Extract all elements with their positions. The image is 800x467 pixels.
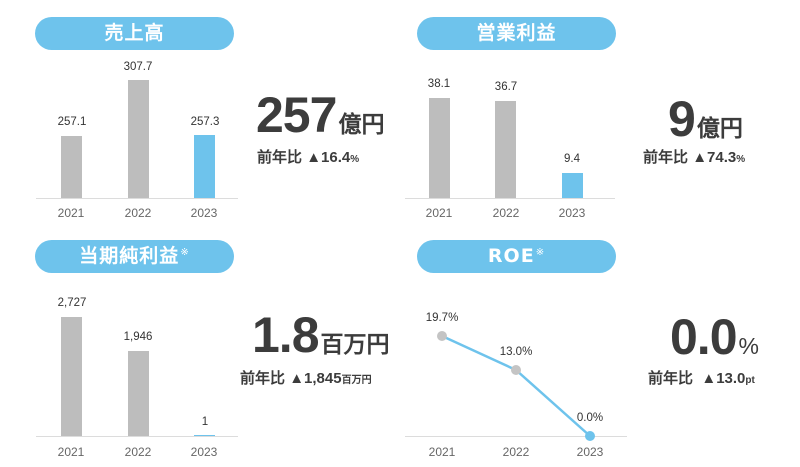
roe-title-pill: ROE※	[417, 240, 616, 273]
bar-value-label: 257.1	[57, 116, 87, 128]
bar-2022	[128, 80, 149, 198]
operating-profit-title-pill: 営業利益	[417, 17, 616, 50]
bar-value-label: 36.7	[494, 81, 518, 93]
kpi-unit: 百万円	[320, 331, 390, 357]
point-2022	[511, 365, 521, 375]
yoy-unit: %	[350, 154, 360, 165]
roe-title: ROE	[487, 245, 535, 267]
year-label: 2022	[124, 445, 152, 459]
yoy-unit: pt	[745, 375, 755, 386]
kpi-value: 1.8	[252, 307, 320, 363]
bar-2022	[495, 101, 516, 198]
bar-value-label: 1	[201, 416, 209, 428]
sales-title: 売上高	[104, 22, 165, 44]
yoy-label: 前年比	[240, 370, 286, 387]
bar-2022	[128, 351, 149, 436]
yoy-value: ▲16.4	[306, 149, 351, 166]
year-label: 2022	[502, 445, 530, 459]
operating-profit-yoy: 前年比 ▲74.3%	[643, 146, 745, 167]
bar-2021	[61, 136, 82, 198]
year-label: 2021	[57, 445, 85, 459]
x-axis-line	[36, 198, 238, 199]
year-label: 2022	[124, 206, 152, 220]
kpi-value: 0.0	[670, 309, 738, 365]
yoy-unit: 百万円	[341, 375, 372, 386]
bar-value-label: 307.7	[123, 61, 153, 73]
yoy-label: 前年比	[643, 149, 689, 166]
year-label: 2021	[425, 206, 453, 220]
x-axis-line	[405, 198, 615, 199]
bar-2021	[429, 98, 450, 198]
operating-profit-title: 営業利益	[476, 22, 557, 44]
year-label: 2022	[492, 206, 520, 220]
bar-2021	[61, 317, 82, 436]
bar-2023	[194, 135, 215, 198]
yoy-label: 前年比	[648, 370, 694, 387]
point-value-label: 19.7%	[425, 312, 459, 324]
year-label: 2023	[558, 206, 586, 220]
year-label: 2023	[190, 206, 218, 220]
year-label: 2021	[57, 206, 85, 220]
sales-title-pill: 売上高	[35, 17, 234, 50]
sales-kpi: 257億円	[256, 86, 384, 144]
yoy-unit: %	[736, 154, 746, 165]
bar-value-label: 2,727	[57, 297, 87, 309]
net-income-title-pill: 当期純利益※	[35, 240, 234, 273]
bar-value-label: 38.1	[427, 78, 451, 90]
net-income-kpi: 1.8百万円	[252, 306, 390, 364]
net-income-yoy: 前年比 ▲1,845百万円	[240, 367, 372, 388]
kpi-unit: 億円	[696, 115, 743, 141]
yoy-value: ▲74.3	[692, 149, 737, 166]
point-2021	[437, 331, 447, 341]
bar-2023	[194, 435, 215, 436]
x-axis-line	[36, 436, 238, 437]
point-2023	[585, 431, 595, 441]
yoy-label: 前年比	[257, 149, 303, 166]
sales-yoy: 前年比 ▲16.4%	[257, 146, 359, 167]
point-value-label: 13.0%	[499, 346, 533, 358]
yoy-value: ▲1,845	[289, 370, 342, 387]
net-income-title: 当期純利益	[79, 245, 180, 267]
kpi-value: 257	[256, 87, 337, 143]
roe-yoy: 前年比 ▲13.0pt	[648, 367, 755, 388]
point-value-label: 0.0%	[576, 412, 604, 424]
year-label: 2023	[190, 445, 218, 459]
operating-profit-kpi: 9億円	[668, 90, 743, 148]
bar-value-label: 1,946	[123, 331, 153, 343]
year-label: 2023	[576, 445, 604, 459]
kpi-value: 9	[668, 91, 696, 147]
roe-kpi: 0.0%	[670, 308, 759, 366]
kpi-unit: %	[738, 333, 759, 359]
bar-2023	[562, 173, 583, 198]
year-label: 2021	[428, 445, 456, 459]
yoy-value: ▲13.0	[701, 370, 746, 387]
bar-value-label: 257.3	[190, 116, 220, 128]
kpi-unit: 億円	[338, 111, 385, 137]
bar-value-label: 9.4	[564, 153, 580, 165]
footnote-mark: ※	[180, 247, 190, 258]
footnote-mark: ※	[535, 247, 546, 258]
